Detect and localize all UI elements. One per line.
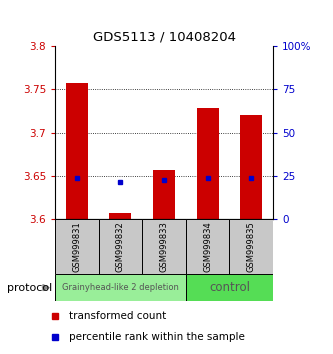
Title: GDS5113 / 10408204: GDS5113 / 10408204 xyxy=(93,30,235,44)
Text: transformed count: transformed count xyxy=(69,310,166,321)
Bar xyxy=(153,170,175,219)
Text: GSM999832: GSM999832 xyxy=(116,222,125,272)
Text: GSM999834: GSM999834 xyxy=(203,222,212,272)
Bar xyxy=(142,219,186,274)
Bar xyxy=(55,219,99,274)
Text: GSM999831: GSM999831 xyxy=(72,222,81,272)
Bar xyxy=(197,108,218,219)
Text: percentile rank within the sample: percentile rank within the sample xyxy=(69,332,244,342)
Bar xyxy=(110,213,131,219)
Bar xyxy=(240,115,262,219)
Text: GSM999833: GSM999833 xyxy=(160,222,168,272)
Bar xyxy=(55,274,186,301)
Bar xyxy=(186,274,273,301)
Bar xyxy=(229,219,273,274)
Text: GSM999835: GSM999835 xyxy=(247,222,256,272)
Bar xyxy=(99,219,142,274)
Text: control: control xyxy=(209,281,250,294)
Bar xyxy=(66,83,88,219)
Text: protocol: protocol xyxy=(7,282,52,293)
Text: Grainyhead-like 2 depletion: Grainyhead-like 2 depletion xyxy=(62,283,179,292)
Bar xyxy=(186,219,229,274)
